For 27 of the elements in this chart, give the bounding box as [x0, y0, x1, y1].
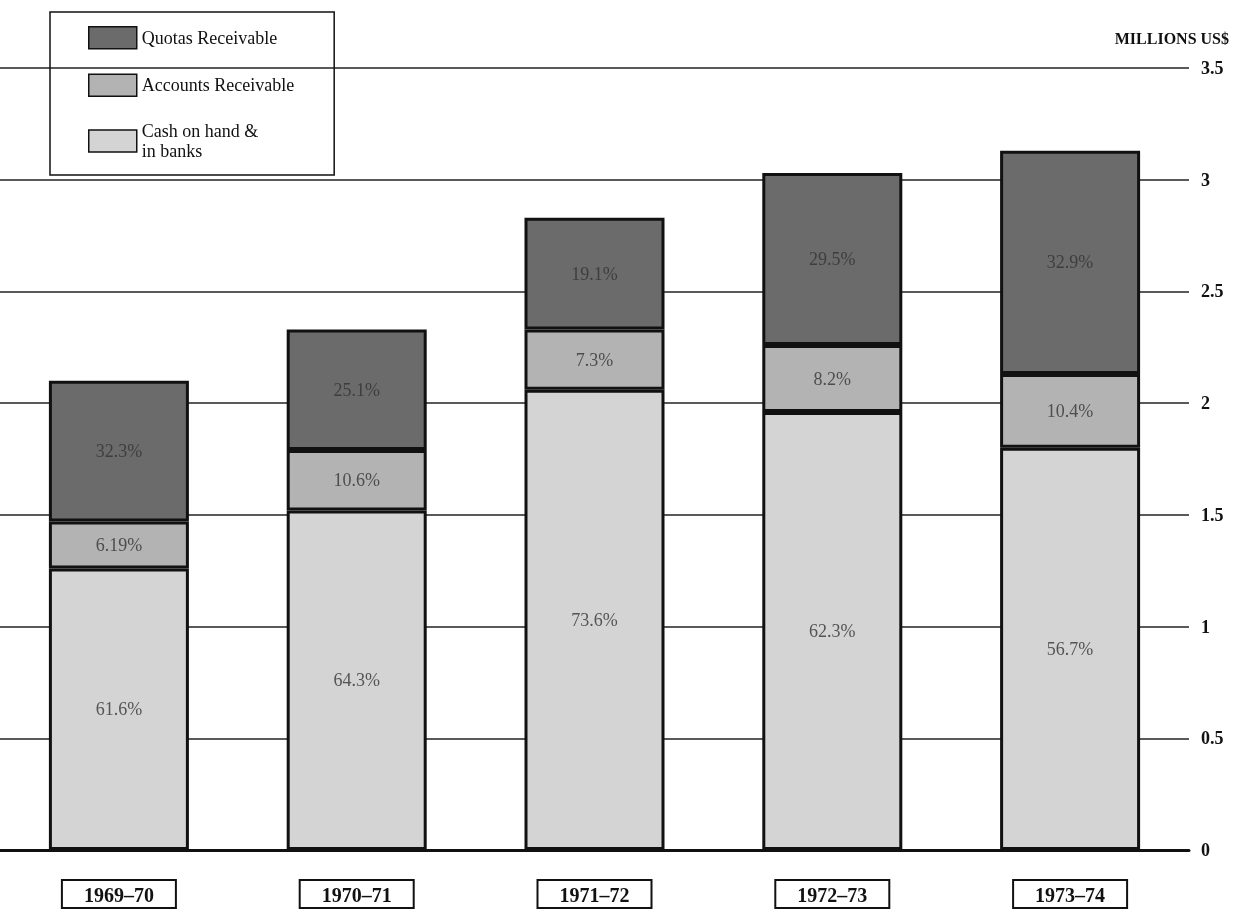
annotation: 7.3% — [575, 349, 614, 370]
annotation: 61.6% — [95, 699, 143, 720]
annotation: 62.3% — [809, 621, 856, 642]
annotation: 8.2% — [813, 368, 852, 389]
x-tick-label: 1970–71 — [321, 884, 392, 906]
annotation: 10.4% — [1046, 400, 1094, 421]
y-tick-label: 1.5 — [1201, 504, 1224, 525]
legend-label: Cash on hand & in banks — [141, 121, 259, 161]
annotation: 56.7% — [1046, 638, 1094, 659]
y-tick-label: 0 — [1201, 840, 1210, 860]
annotation: 10.6% — [333, 470, 380, 491]
legend-label: Accounts Receivable — [141, 75, 295, 96]
y-tick-label: 1 — [1201, 616, 1210, 637]
legend-label: Quotas Receivable — [141, 27, 278, 48]
y-tick-label: 3.5 — [1201, 58, 1224, 78]
annotation: 64.3% — [333, 670, 380, 691]
x-tick-label: 1969–70 — [83, 884, 154, 906]
y-tick-label: 2 — [1201, 393, 1210, 414]
annotation: 6.19% — [95, 535, 143, 556]
y-axis-title: MILLIONS US$ — [1114, 29, 1229, 47]
y-tick-label: 3 — [1201, 169, 1210, 190]
x-tick-label: 1971–72 — [559, 884, 630, 906]
x-tick-label: 1972–73 — [797, 884, 868, 906]
y-tick-label: 2.5 — [1201, 281, 1224, 302]
y-tick-label: 0.5 — [1201, 728, 1224, 749]
x-tick-label: 1973–74 — [1035, 884, 1106, 906]
annotation: 73.6% — [571, 609, 618, 630]
